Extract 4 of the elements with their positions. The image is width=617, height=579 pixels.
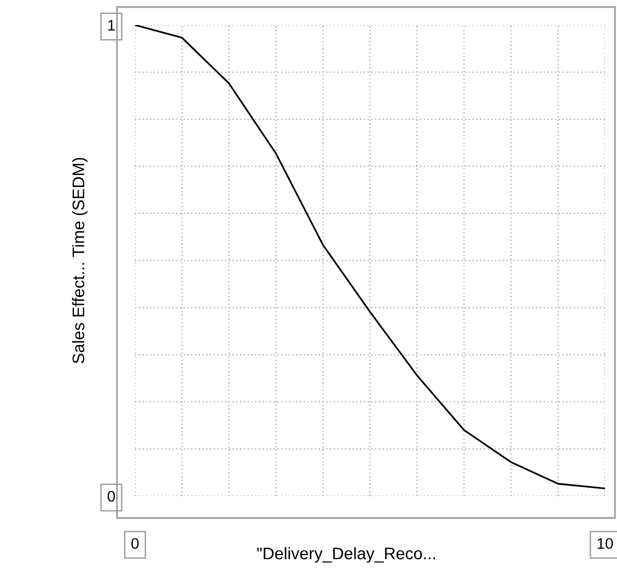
- y-axis-title: Sales Effect... Time (SEDM): [72, 158, 88, 364]
- x-axis-title: "Delivery_Delay_Reco...: [257, 547, 436, 563]
- y-tick-label: 1: [108, 20, 115, 31]
- x-tick-label: 10: [598, 538, 613, 549]
